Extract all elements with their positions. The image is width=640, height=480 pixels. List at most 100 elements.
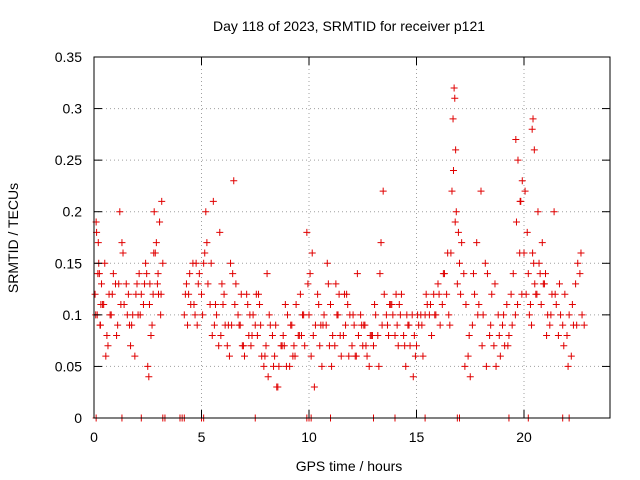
x-tick-label: 0 [90, 429, 98, 445]
data-point [270, 362, 278, 370]
data-point [372, 311, 380, 319]
data-point [531, 280, 539, 288]
data-point [218, 280, 226, 288]
data-point [305, 311, 313, 319]
data-point [150, 208, 158, 216]
data-point [505, 331, 513, 339]
data-point [518, 177, 526, 185]
data-point [363, 352, 371, 360]
axis-ticks [93, 56, 610, 419]
data-point [336, 331, 344, 339]
data-point [454, 228, 462, 236]
data-point [362, 342, 370, 350]
data-point [315, 301, 323, 309]
data-point [337, 352, 345, 360]
data-point [116, 208, 124, 216]
data-point [426, 301, 434, 309]
data-point [306, 270, 314, 278]
data-point [547, 311, 555, 319]
data-point [537, 301, 545, 309]
data-point [124, 290, 132, 298]
data-point [114, 321, 122, 329]
x-tick-label: 10 [301, 429, 317, 445]
data-point [108, 290, 116, 298]
data-point [396, 311, 404, 319]
data-point [201, 249, 209, 257]
data-point [192, 259, 200, 267]
data-point [402, 362, 410, 370]
data-point [153, 280, 161, 288]
data-point [246, 311, 254, 319]
data-point [320, 311, 328, 319]
data-point [232, 280, 240, 288]
data-point [438, 301, 446, 309]
data-point [444, 249, 452, 257]
data-point [490, 342, 498, 350]
data-point [349, 311, 357, 319]
data-point [301, 342, 309, 350]
data-point [451, 94, 459, 102]
y-tick-label: 0.25 [55, 152, 82, 168]
data-point [507, 290, 515, 298]
data-point [200, 259, 208, 267]
data-point [260, 362, 268, 370]
data-point [323, 259, 331, 267]
y-tick-label: 0.3 [63, 101, 83, 117]
data-point [296, 290, 304, 298]
data-point [357, 311, 365, 319]
data-point [215, 342, 223, 350]
data-point [458, 239, 466, 247]
data-point [225, 352, 233, 360]
data-point [559, 321, 567, 329]
data-point [224, 321, 232, 329]
data-point [304, 280, 312, 288]
data-point [186, 270, 194, 278]
data-point [149, 290, 157, 298]
data-point [211, 301, 219, 309]
data-point [256, 301, 264, 309]
data-point [198, 290, 205, 298]
data-point [271, 352, 279, 360]
data-point [473, 239, 481, 247]
x-tick-label: 20 [516, 429, 532, 445]
data-point [457, 290, 465, 298]
data-point [194, 280, 202, 288]
chart-title: Day 118 of 2023, SRMTID for receiver p12… [213, 18, 485, 34]
data-point [281, 301, 289, 309]
data-point [546, 321, 554, 329]
data-point [443, 290, 451, 298]
data-point [391, 331, 399, 339]
data-point [150, 249, 158, 257]
data-point [411, 352, 419, 360]
data-point [148, 321, 156, 329]
data-point [371, 301, 379, 309]
data-point [280, 342, 288, 350]
data-point [428, 331, 436, 339]
data-point [564, 362, 572, 370]
y-axis-label: SRMTID / TECUs [5, 183, 21, 293]
data-point [227, 259, 235, 267]
data-point [368, 331, 376, 339]
data-point [262, 342, 270, 350]
y-tick-label: 0.15 [55, 255, 82, 271]
data-point [375, 362, 383, 370]
data-point [98, 280, 106, 288]
data-point [413, 342, 420, 350]
y-tick-label: 0 [74, 410, 82, 426]
data-point [449, 166, 457, 174]
data-point [532, 290, 540, 298]
data-point [393, 321, 401, 329]
data-point [292, 301, 300, 309]
x-tick-label: 15 [409, 429, 425, 445]
data-point [248, 331, 256, 339]
data-point [282, 362, 290, 370]
grid [94, 57, 610, 418]
data-point [573, 321, 581, 329]
data-point [123, 311, 131, 319]
data-point [132, 290, 140, 298]
data-point [551, 290, 559, 298]
data-point [525, 311, 533, 319]
data-point [461, 362, 469, 370]
data-point [526, 301, 534, 309]
data-point [520, 249, 528, 257]
